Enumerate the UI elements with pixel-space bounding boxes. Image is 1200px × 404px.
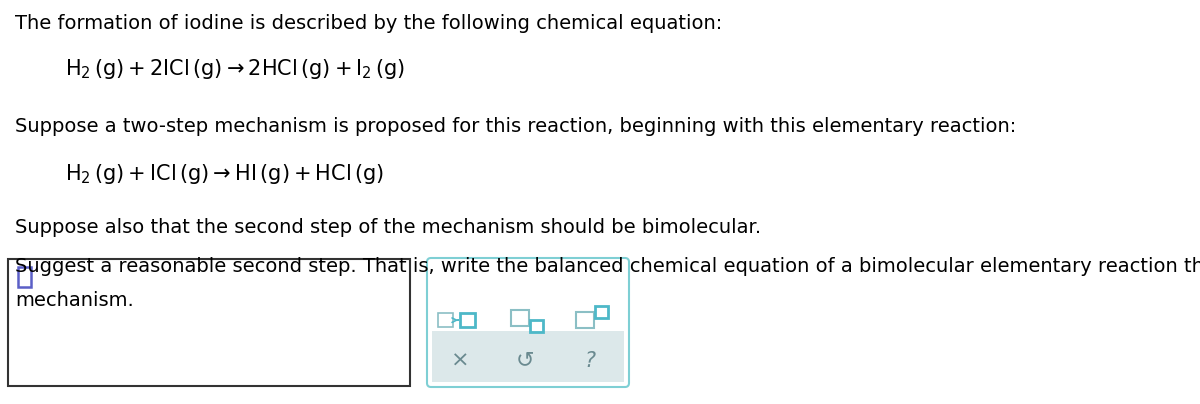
Text: Suggest a reasonable second step. That is, write the balanced chemical equation : Suggest a reasonable second step. That i…: [14, 257, 1200, 276]
Bar: [461, 313, 475, 327]
Bar: [18, 267, 31, 287]
Bar: [8, 259, 410, 386]
Bar: [432, 331, 624, 382]
Text: ↺: ↺: [516, 351, 534, 370]
Text: The formation of iodine is described by the following chemical equation:: The formation of iodine is described by …: [14, 14, 722, 33]
Text: ×: ×: [451, 351, 469, 370]
FancyBboxPatch shape: [427, 258, 629, 387]
Text: Suppose a two-step mechanism is proposed for this reaction, beginning with this : Suppose a two-step mechanism is proposed…: [14, 117, 1016, 136]
Text: $\mathsf{H_2\,(g) + ICl\,(g) \rightarrow HI\,(g) + HCl\,(g)}$: $\mathsf{H_2\,(g) + ICl\,(g) \rightarrow…: [65, 162, 384, 185]
Bar: [595, 306, 607, 318]
Text: mechanism.: mechanism.: [14, 291, 133, 310]
Text: ?: ?: [584, 351, 595, 370]
Bar: [511, 310, 529, 326]
Text: Suppose also that the second step of the mechanism should be bimolecular.: Suppose also that the second step of the…: [14, 218, 761, 237]
Bar: [530, 320, 542, 332]
Bar: [438, 313, 454, 327]
Text: $\mathsf{H_2\,(g) + 2ICl\,(g) \rightarrow 2HCl\,(g) + I_2\,(g)}$: $\mathsf{H_2\,(g) + 2ICl\,(g) \rightarro…: [65, 57, 406, 80]
Bar: [576, 312, 594, 328]
